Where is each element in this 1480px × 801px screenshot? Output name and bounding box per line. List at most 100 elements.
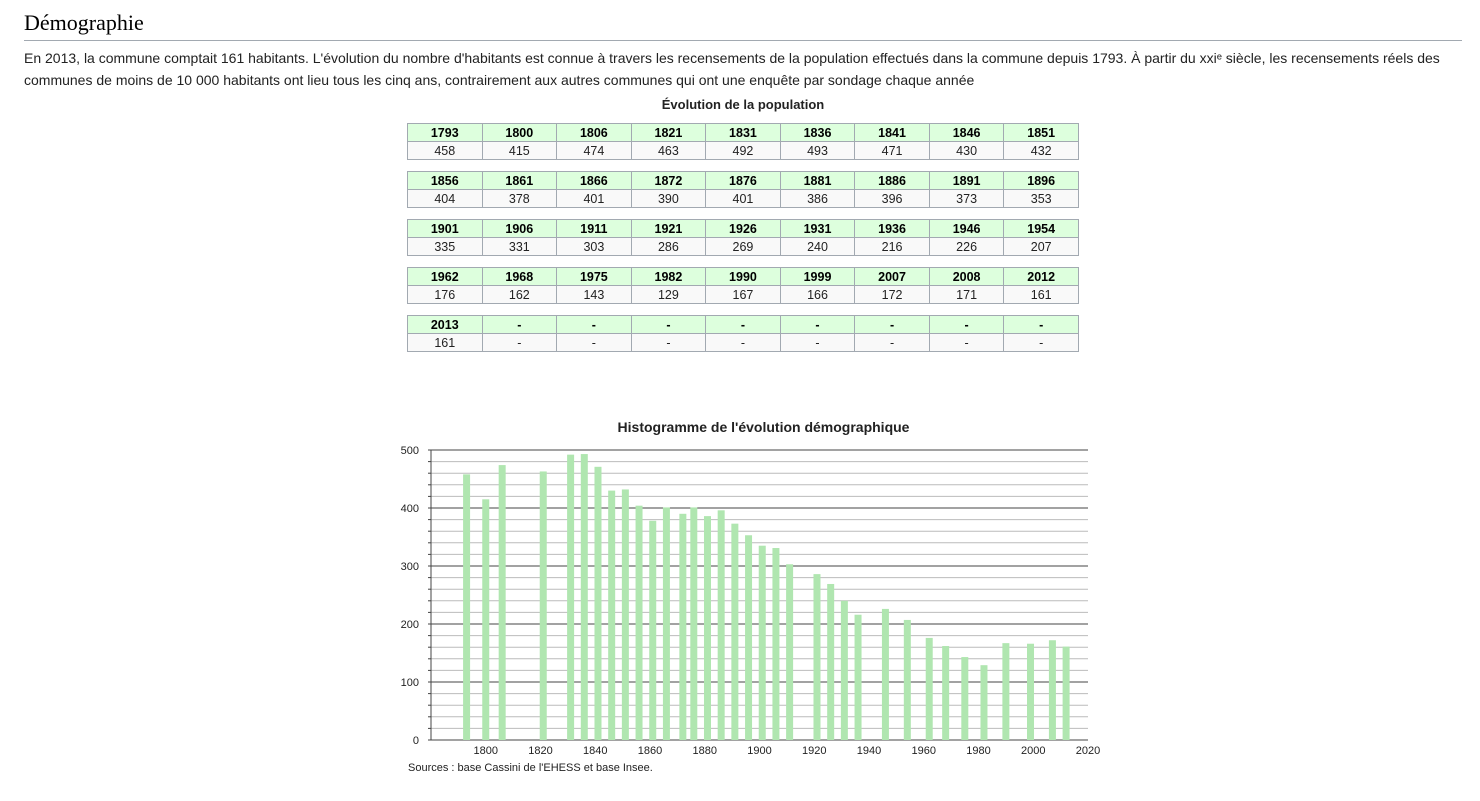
population-cell: 166 — [779, 285, 856, 304]
x-tick-label: 1860 — [638, 745, 662, 757]
population-cell: - — [1003, 333, 1079, 352]
population-cell: - — [481, 333, 558, 352]
population-cell: 331 — [481, 237, 558, 256]
histogram-bar — [482, 499, 490, 740]
histogram-bar — [1027, 643, 1035, 740]
population-cell: 458 — [407, 141, 483, 160]
population-cell: 463 — [630, 141, 707, 160]
year-cell: 1968 — [481, 267, 558, 286]
year-cell: 2007 — [854, 267, 930, 286]
population-cell: 172 — [854, 285, 930, 304]
year-cell: 1906 — [481, 219, 558, 238]
histogram-bar — [539, 471, 547, 740]
year-cell: 2008 — [928, 267, 1005, 286]
year-cell: 1861 — [481, 171, 558, 190]
population-cell: 207 — [1003, 237, 1079, 256]
year-cell: 1846 — [928, 123, 1005, 142]
year-cell: 1881 — [779, 171, 856, 190]
histogram-bar — [662, 507, 670, 740]
population-cell: 129 — [630, 285, 707, 304]
population-cell: - — [630, 333, 707, 352]
histogram-bar — [679, 513, 687, 740]
histogram-bar — [635, 505, 643, 740]
population-cell: 143 — [556, 285, 632, 304]
histogram-bar — [621, 489, 629, 740]
histogram-bar — [881, 608, 889, 740]
table-row-years: 1793 1800 1806 1821 1831 1836 1841 1846 1851 — [407, 123, 1079, 142]
histogram-svg: Histogramme de l'évolution démographique… — [401, 419, 1101, 757]
year-cell: 1851 — [1003, 123, 1079, 142]
table-row-years: 1962 1968 1975 1982 1990 1999 2007 2008 2012 — [407, 267, 1079, 286]
section-heading: Démographie — [24, 10, 1462, 41]
y-tick-label: 100 — [401, 677, 419, 689]
population-cell: 171 — [928, 285, 1005, 304]
table-row-values: 458 415 474 463 492 493 471 430 432 — [407, 141, 1079, 160]
population-cell: 378 — [481, 189, 558, 208]
histogram-bar — [827, 583, 835, 740]
population-cell: 492 — [705, 141, 781, 160]
intro-paragraph: En 2013, la commune comptait 161 habitan… — [24, 50, 1440, 88]
histogram-bar — [463, 474, 471, 740]
population-cell: - — [928, 333, 1005, 352]
histogram-bar — [690, 507, 698, 740]
histogram-bar — [1062, 646, 1070, 740]
year-cell: - — [779, 315, 856, 334]
year-cell: 1962 — [407, 267, 483, 286]
year-cell: 1954 — [1003, 219, 1079, 238]
year-cell: 1866 — [556, 171, 632, 190]
population-cell: 493 — [779, 141, 856, 160]
histogram-bar — [717, 510, 725, 740]
year-cell: 1946 — [928, 219, 1005, 238]
year-cell: 2012 — [1003, 267, 1079, 286]
x-tick-label: 2020 — [1076, 745, 1100, 757]
chart-source: Sources : base Cassini de l'EHESS et bas… — [408, 762, 653, 774]
population-table: 1901 1906 1911 1921 1926 1931 1936 1946 1954 335 3… — [407, 219, 1079, 256]
y-tick-label: 200 — [401, 619, 419, 631]
year-cell: 1911 — [556, 219, 632, 238]
histogram-bar — [813, 574, 821, 740]
year-cell: 1990 — [705, 267, 781, 286]
population-cell: 240 — [779, 237, 856, 256]
histogram-bar — [961, 657, 969, 740]
histogram-bar — [925, 637, 933, 740]
table-row-years: 1901 1906 1911 1921 1926 1931 1936 1946 1954 — [407, 219, 1079, 238]
year-cell: 1856 — [407, 171, 483, 190]
population-cell: 161 — [407, 333, 483, 352]
population-cell: 303 — [556, 237, 632, 256]
histogram-bar — [594, 466, 602, 740]
year-cell: 1831 — [705, 123, 781, 142]
x-tick-label: 1840 — [583, 745, 607, 757]
chart-title: Histogramme de l'évolution démographique — [618, 419, 910, 435]
histogram-bar — [854, 614, 862, 740]
population-cell: 269 — [705, 237, 781, 256]
population-cell: - — [705, 333, 781, 352]
population-cell: 415 — [481, 141, 558, 160]
year-cell: 1806 — [556, 123, 632, 142]
y-tick-label: 500 — [401, 445, 419, 457]
population-cell: 471 — [854, 141, 930, 160]
year-cell: 1841 — [854, 123, 930, 142]
x-tick-label: 1960 — [912, 745, 936, 757]
year-cell: - — [705, 315, 781, 334]
population-cell: 373 — [928, 189, 1005, 208]
histogram-bar — [567, 454, 575, 740]
x-tick-label: 1880 — [693, 745, 717, 757]
table-row-years: 2013- - - - - - - - — [407, 315, 1079, 334]
year-cell: 1800 — [481, 123, 558, 142]
x-tick-label: 1800 — [474, 745, 498, 757]
histogram-bar — [942, 646, 950, 740]
population-cell: 401 — [705, 189, 781, 208]
histogram-bar — [1048, 640, 1056, 740]
population-cell: 396 — [854, 189, 930, 208]
population-cell: 404 — [407, 189, 483, 208]
population-cell: 474 — [556, 141, 632, 160]
histogram-bar — [745, 535, 753, 740]
population-table: 2013- - - - - - - -161- - - - - - - - — [407, 315, 1079, 352]
histogram-bar — [772, 548, 780, 740]
population-cell: - — [556, 333, 632, 352]
table-row-values: 335 331 303 286 269 240 216 226 207 — [407, 237, 1079, 256]
year-cell: 1793 — [407, 123, 483, 142]
year-cell: 1926 — [705, 219, 781, 238]
table-caption: Évolution de la population — [661, 97, 825, 112]
x-tick-label: 2000 — [1021, 745, 1045, 757]
